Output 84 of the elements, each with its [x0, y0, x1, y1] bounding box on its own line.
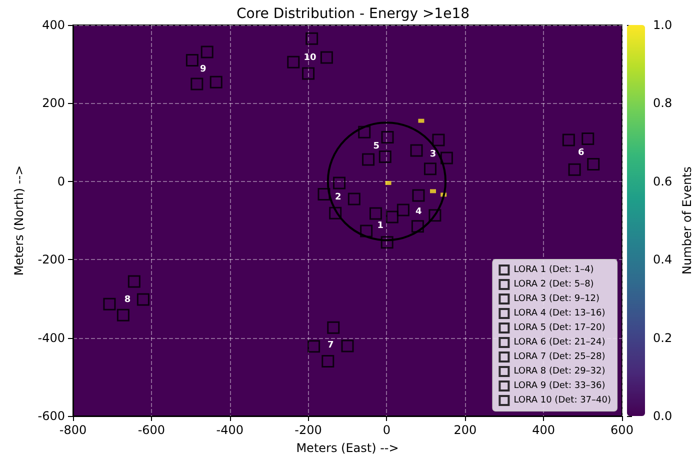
point: [210, 76, 222, 88]
point: [333, 176, 346, 190]
point: [302, 67, 315, 80]
point: [380, 236, 394, 249]
x-tick-label: 0: [382, 423, 391, 437]
legend-label: LORA 3 (Det: 9–12): [514, 294, 600, 304]
point: [369, 207, 382, 220]
annotation: 1: [377, 220, 384, 231]
point: [410, 144, 423, 157]
y-tick-label: 400: [42, 18, 65, 32]
legend-label: LORA 9 (Det: 33–36): [514, 381, 606, 391]
x-tick-label: 400: [532, 423, 556, 437]
y-tick-label: -600: [38, 409, 65, 423]
point: [587, 158, 600, 170]
annotation: 7: [328, 340, 334, 350]
point: [412, 189, 425, 202]
color-bar-label: 0.4: [653, 252, 672, 267]
point: [358, 126, 371, 138]
color-bar-label: 0.2: [653, 330, 672, 345]
point: [287, 56, 300, 68]
x-tick-label: -800: [59, 423, 87, 437]
legend-label: LORA 8 (Det: 29–32): [514, 366, 606, 376]
point: [428, 209, 442, 222]
annotation: 3: [430, 149, 436, 160]
point: [320, 51, 333, 64]
point: [318, 188, 330, 201]
point: [411, 220, 424, 233]
point: [329, 206, 342, 220]
legend-label: LORA 4 (Det: 13–16): [514, 308, 606, 318]
point: [128, 275, 140, 288]
legend-label: LORA 5 (Det: 17–20): [514, 323, 606, 333]
point: [327, 321, 340, 334]
point: [200, 46, 214, 58]
point: [186, 54, 198, 66]
point: [306, 32, 318, 45]
y-tick-label: 200: [42, 96, 65, 110]
color-bar-label: 0.0: [653, 409, 672, 423]
point: [568, 163, 581, 176]
color-bar-label: 0.6: [653, 174, 672, 188]
point: [190, 78, 204, 90]
point: [432, 134, 445, 146]
point: [386, 210, 398, 224]
legend-label: LORA 10 (Det: 37–40): [514, 396, 611, 406]
x-tick-label: -600: [138, 423, 166, 437]
annotation: 2: [335, 192, 342, 202]
legend-label: LORA 7 (Det: 25–28): [514, 352, 606, 362]
point: [378, 150, 392, 164]
annotation: 8: [124, 295, 131, 306]
color-bar-label: 0.8: [653, 96, 672, 110]
annotation: 9: [200, 64, 206, 75]
y-axis-title: Meters (North) -->: [12, 165, 26, 276]
chart-title: Core Distribution - Energy >1e18: [236, 6, 470, 22]
x-tick-label: 200: [454, 423, 477, 437]
point: [362, 153, 375, 166]
point: [322, 355, 334, 368]
x-axis-title: Meters (East) -->: [296, 441, 399, 455]
y-tick-label: -200: [38, 252, 65, 267]
point: [341, 340, 354, 352]
point: [348, 192, 360, 206]
annotation: 6: [578, 148, 584, 158]
point: [562, 134, 575, 146]
legend-label: LORA 2 (Det: 5–8): [514, 280, 594, 290]
point: [381, 130, 394, 144]
point: [103, 298, 116, 310]
annotation: 5: [373, 141, 380, 152]
point: [136, 293, 150, 306]
point: [308, 340, 320, 353]
point: [582, 132, 594, 146]
point: [440, 152, 453, 164]
y-tick-label: -400: [38, 330, 65, 345]
legend-label: LORA 1 (Det: 1–4): [514, 265, 594, 275]
point: [396, 204, 410, 216]
point: [424, 162, 436, 176]
annotation: 10: [304, 52, 316, 63]
point: [360, 224, 373, 238]
x-tick-label: -200: [294, 423, 322, 437]
point: [116, 308, 130, 322]
legend-label: LORA 6 (Det: 21–24): [514, 338, 606, 348]
y-tick-label: 0: [57, 174, 65, 188]
color-bar-label: 1.0: [653, 18, 672, 32]
color-bar-title: Number of Events: [680, 166, 694, 275]
annotation: 4: [415, 206, 422, 217]
x-tick-label: -400: [216, 423, 244, 437]
x-tick-label: 600: [610, 423, 634, 437]
